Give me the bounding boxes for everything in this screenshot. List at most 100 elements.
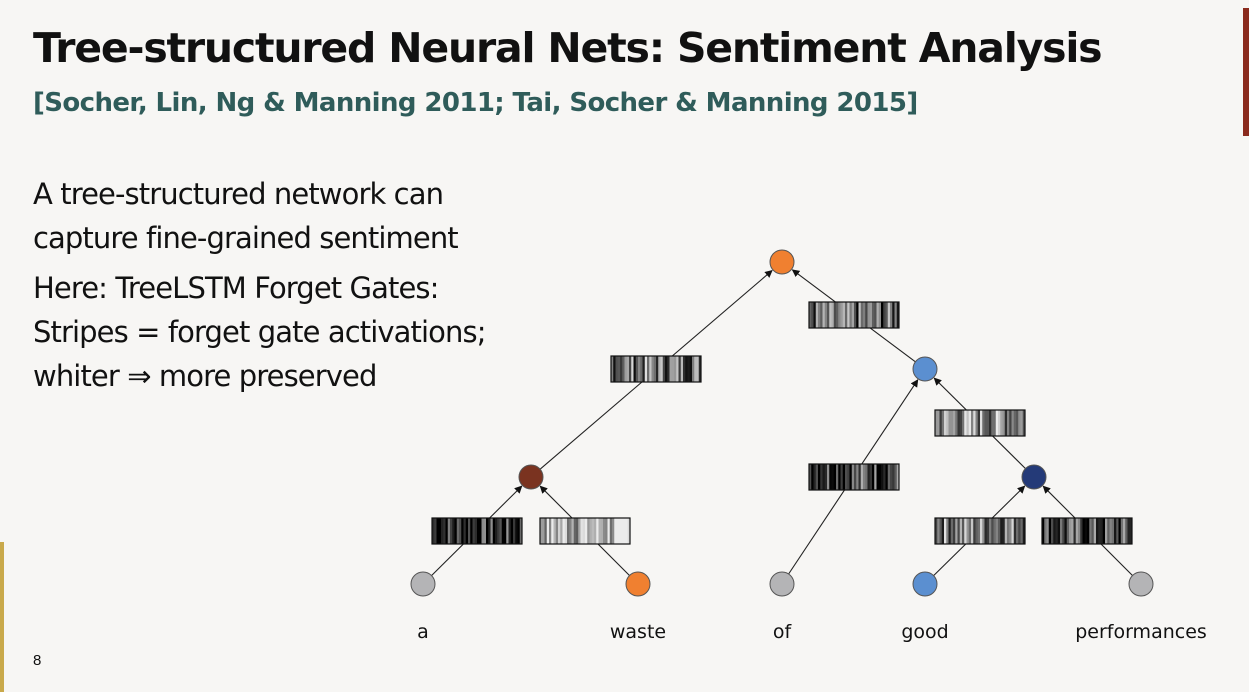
gate-stripe [937,518,940,544]
word-label-a: a [417,621,429,643]
gate-stripe [818,302,821,328]
gate-stripe [1078,518,1081,544]
gate-stripe [481,518,485,544]
gate-stripe [1009,518,1012,544]
gate-stripe [1007,518,1010,544]
gate-stripe [847,464,850,490]
gate-stripe [607,518,611,544]
gate-stripe [1042,518,1045,544]
gate-stripe [517,518,521,544]
gate-stripe [587,518,590,544]
tree-node-n-good-perf [1021,464,1047,490]
gate-stripe [445,518,449,544]
gate-stripe [941,518,945,544]
gate-stripe [656,356,659,382]
gate-stripe [980,518,983,544]
gate-stripe [838,302,841,328]
gate-stripe [542,518,545,544]
gate-stripe [1120,518,1124,544]
gate-stripe [991,410,994,436]
gate-stripe [555,518,559,544]
gate-stripe [953,518,956,544]
gate-stripe [649,356,652,382]
gate-stripe [676,356,679,382]
gate-stripe [669,356,673,382]
gate-stripe [441,518,444,544]
gate-stripe [625,518,629,544]
gate-stripe [443,518,446,544]
gate-stripe [973,518,976,544]
gate-stripe [982,518,985,544]
gate-stripe [1089,518,1092,544]
gate-stripe [1000,518,1003,544]
gate-stripe [694,356,697,382]
gate-stripe [1022,410,1026,436]
gate-stripe [815,464,819,490]
gate-stripe [580,518,584,544]
gate-stripe [603,518,606,544]
gate-stripe [818,464,821,490]
gate-stripe [1007,410,1010,436]
gate-stripe [612,518,615,544]
gate-stripe [1051,518,1054,544]
gate-stripe [876,302,880,328]
gate-stripe [847,302,850,328]
gate-stripe [1098,518,1101,544]
gate-stripe [621,518,624,544]
gate-border [808,463,900,491]
gate-stripe [1118,518,1122,544]
gate-stripe [937,410,940,436]
gate-stripe [995,410,999,436]
gate-stripe [631,356,634,382]
word-label-of: of [773,621,793,643]
gate-stripe [833,464,837,490]
gate-stripe [854,302,857,328]
gate-stripe [687,356,691,382]
gate-stripe [894,464,898,490]
gate-stripe [894,302,898,328]
forget-gate-bar [539,517,631,545]
body-paragraph-1: A tree-structured network can capture fi… [33,172,573,260]
gate-stripe [1053,518,1056,544]
gate-stripe [1013,518,1017,544]
gate-stripe [683,356,686,382]
gate-stripe [878,302,882,328]
gate-stripe [1002,410,1006,436]
gate-stripe [993,518,997,544]
gate-stripe [1004,518,1008,544]
gate-border [808,301,900,329]
gate-stripe [477,518,480,544]
gate-stripe [968,518,972,544]
forget-gates-layer [431,301,1133,545]
gate-stripe [461,518,464,544]
gate-stripe [966,410,970,436]
gate-stripe [989,518,992,544]
gate-stripe [946,518,949,544]
gate-stripe [495,518,498,544]
page-number: 8 [33,652,42,669]
gate-stripe [459,518,462,544]
gate-border [1041,517,1133,545]
gate-stripe [456,518,460,544]
word-label-waste: waste [610,621,666,643]
gate-stripe [1060,518,1063,544]
gate-stripe [626,356,630,382]
tree-node-leaf-a [410,571,436,597]
gate-stripe [845,464,848,490]
gate-stripe [955,518,958,544]
gate-stripe [1064,518,1068,544]
gate-stripe [508,518,512,544]
gate-stripe [569,518,572,544]
gate-stripe [633,356,637,382]
gate-stripe [998,518,1001,544]
gate-stripe [959,410,963,436]
gate-stripe [971,410,974,436]
gate-stripe [998,410,1001,436]
gate-stripe [1044,518,1047,544]
gate-stripe [887,302,891,328]
gate-stripe [890,464,893,490]
gate-stripe [1011,410,1015,436]
gate-stripe [447,518,451,544]
gate-stripe [515,518,518,544]
gate-stripe [993,410,997,436]
